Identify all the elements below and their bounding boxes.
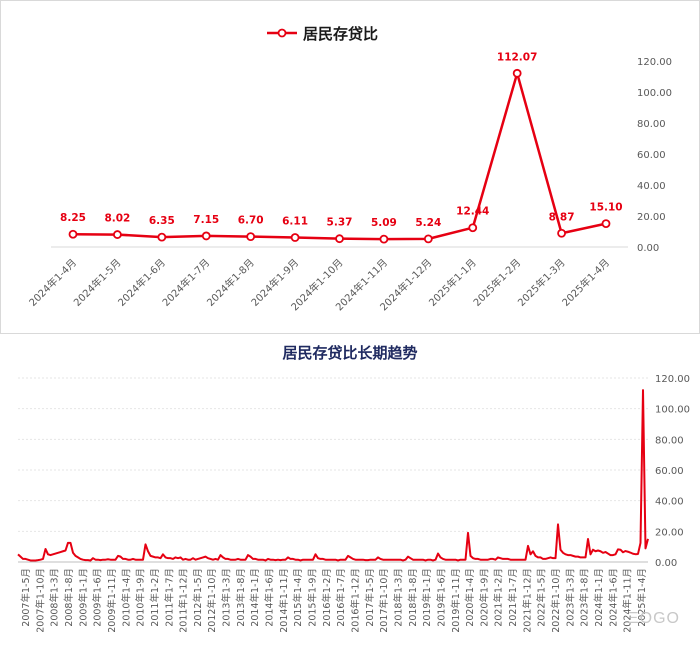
data-label: 112.07: [497, 51, 538, 63]
data-point: [335, 234, 344, 244]
data-point: [557, 228, 566, 238]
legend-label: 居民存贷比: [303, 25, 378, 43]
top-chart: 居民存贷比 0.00 20.00 40.00 60.00 80.00 100.00 120.0…: [26, 25, 672, 313]
y-tick-label: 20.00: [655, 527, 684, 538]
x-tick-label: 2008年1-8月: [63, 568, 75, 627]
data-point: [246, 232, 256, 242]
top-chart-panel: 居民存贷比 0.00 20.00 40.00 60.00 80.00 100.00 120.0…: [0, 0, 700, 334]
x-tick-label: 2019年1-1月: [421, 568, 433, 627]
watermark: ΞOGO: [628, 610, 680, 627]
x-tick-label: 2007年1-10月: [34, 568, 46, 633]
x-tick-label: 2015年1-9月: [307, 568, 319, 627]
x-tick-label: 2011年1-2月: [149, 568, 161, 627]
y-tick-label: 20.00: [637, 212, 666, 223]
legend-marker: [277, 28, 287, 38]
x-tick-label: 2016年1-12月: [349, 568, 361, 633]
x-tick-label: 2018年1-3月: [392, 568, 404, 627]
data-label: 15.10: [589, 202, 622, 214]
x-tick-label: 2016年1-2月: [321, 568, 333, 627]
data-label: 8.87: [549, 211, 575, 223]
x-tick-label: 2013年1-3月: [221, 568, 233, 627]
y-tick-label: 120.00: [655, 374, 690, 385]
x-tick-label: 2022年1-5月: [536, 568, 548, 627]
data-label: 8.25: [60, 212, 86, 224]
x-tick-label: 2021年1-7月: [507, 568, 519, 627]
x-tick-label: 2021年1-2月: [493, 568, 505, 627]
y-tick-label: 0.00: [637, 243, 659, 254]
data-point: [601, 219, 611, 228]
x-tick-label: 2020年1-4月: [464, 568, 476, 627]
data-point: [290, 233, 300, 242]
data-point: [68, 229, 78, 239]
x-tick-label: 2018年1-8月: [407, 568, 419, 627]
x-tick-label: 2017年1-5月: [364, 568, 376, 627]
x-tick-label: 2011年1-12月: [178, 568, 190, 633]
data-label: 5.09: [371, 217, 397, 229]
y-tick-label: 40.00: [655, 497, 684, 508]
y-tick-label: 60.00: [637, 150, 666, 161]
y-tick-label: 100.00: [655, 405, 690, 416]
x-tick-label: 2024年1-1月: [593, 568, 605, 627]
data-point: [423, 234, 433, 244]
data-point: [201, 231, 211, 241]
y-tick-label: 100.00: [637, 88, 672, 99]
x-tick-label: 2009年1-1月: [77, 568, 89, 627]
y-tick-label: 40.00: [637, 181, 666, 192]
x-tick-label: 2011年1-7月: [163, 568, 175, 627]
x-tick-label: 2025年1-4月: [559, 256, 612, 309]
x-tick-label: 2012年1-5月: [192, 568, 204, 627]
y-tick-label: 60.00: [655, 466, 684, 477]
x-tick-label: 2024年1-6月: [607, 568, 619, 627]
data-label: 7.15: [193, 214, 219, 226]
y-tick-label: 120.00: [637, 57, 672, 68]
data-point: [157, 232, 167, 242]
data-point: [113, 230, 122, 239]
x-tick-label: 2022年1-10月: [550, 568, 562, 633]
x-tick-label: 2015年1-4月: [292, 568, 304, 627]
series-line: [17, 389, 649, 562]
x-tick-label: 2024年1-11月: [622, 568, 634, 633]
x-tick-label: 2016年1-7月: [335, 568, 347, 627]
data-point: [468, 223, 478, 233]
x-tick-label: 2009年1-6月: [92, 568, 104, 627]
y-tick-label: 80.00: [655, 435, 684, 446]
data-point: [512, 68, 522, 78]
x-tick-label: 2023年1-3月: [564, 568, 576, 627]
x-tick-label: 2023年1-8月: [579, 568, 591, 627]
x-tick-label: 2017年1-10月: [378, 568, 390, 633]
x-tick-label: 2007年1-5月: [20, 568, 32, 627]
x-tick-label: 2020年1-9月: [478, 568, 490, 627]
bottom-chart: 居民存贷比长期趋势 0.00 20.00 40.00 60.00 80.00 100.00 1…: [17, 344, 690, 633]
x-tick-label: 2019年1-11月: [450, 568, 462, 633]
x-tick-label: 2025年1-4月: [636, 568, 648, 627]
x-tick-label: 2009年1-11月: [106, 568, 118, 633]
data-label: 6.35: [149, 215, 175, 227]
data-label: 5.24: [415, 217, 441, 229]
y-tick-label: 0.00: [655, 558, 677, 569]
y-tick-label: 80.00: [637, 119, 666, 130]
x-tick-label: 2014年1-6月: [264, 568, 276, 627]
data-label: 6.11: [282, 216, 308, 228]
x-tick-label: 2021年1-12月: [521, 568, 533, 633]
x-tick-label: 2012年1-10月: [206, 568, 218, 633]
x-tick-label: 2014年1-11月: [278, 568, 290, 633]
x-tick-label: 2008年1-3月: [49, 568, 61, 627]
data-label: 5.37: [327, 217, 353, 229]
x-tick-label: 2010年1-9月: [135, 568, 147, 627]
data-point: [379, 234, 389, 244]
x-tick-label: 2013年1-8月: [235, 568, 247, 627]
bottom-chart-panel: 居民存贷比长期趋势 0.00 20.00 40.00 60.00 80.00 100.00 1…: [0, 336, 700, 650]
data-label: 6.70: [238, 215, 264, 227]
x-tick-label: 2019年1-6月: [435, 568, 447, 627]
x-tick-label: 2014年1-1月: [249, 568, 261, 627]
data-label: 8.02: [104, 213, 130, 225]
data-label: 12.44: [456, 206, 489, 218]
chart-title: 居民存贷比长期趋势: [282, 344, 417, 362]
x-tick-label: 2010年1-4月: [120, 568, 132, 627]
